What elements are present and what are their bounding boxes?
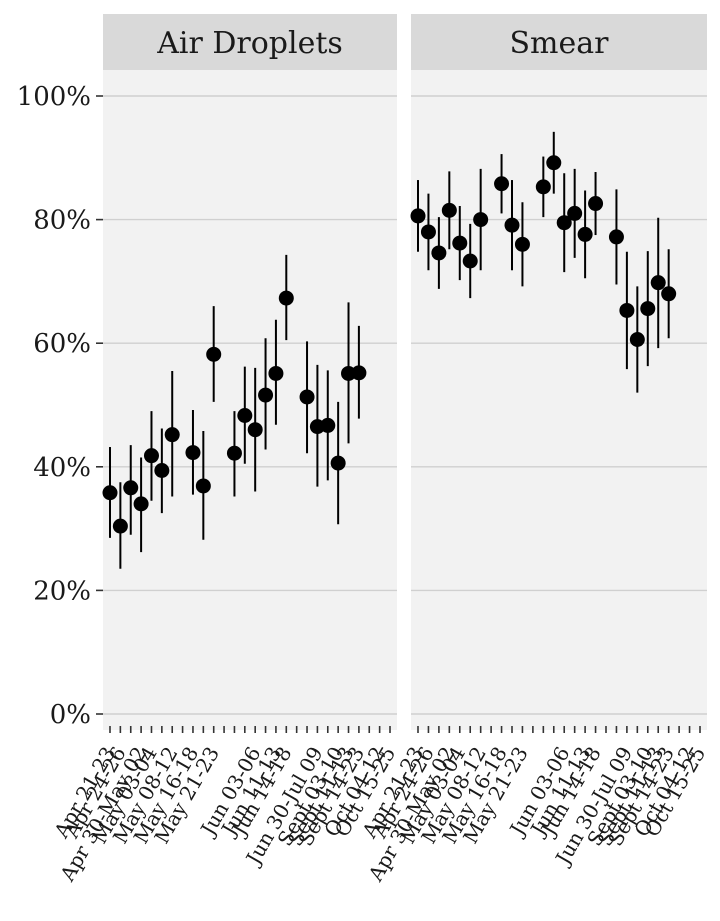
y-tick-label: 60% bbox=[33, 329, 91, 359]
data-point bbox=[154, 463, 170, 479]
data-point bbox=[320, 417, 336, 433]
panel-strip-background bbox=[411, 14, 707, 70]
data-point bbox=[577, 226, 593, 242]
data-point bbox=[330, 455, 346, 471]
data-point bbox=[640, 301, 656, 317]
y-tick-label: 20% bbox=[33, 576, 91, 606]
data-point bbox=[473, 212, 489, 228]
data-point bbox=[588, 196, 604, 212]
data-point bbox=[195, 478, 211, 494]
data-point bbox=[278, 290, 294, 306]
data-point bbox=[247, 422, 263, 438]
y-tick-label: 100% bbox=[17, 82, 91, 112]
data-point bbox=[258, 387, 274, 403]
y-tick-label: 0% bbox=[50, 700, 91, 730]
data-point bbox=[133, 496, 149, 512]
data-point bbox=[556, 215, 572, 231]
y-axis: 0% 20% 40% 60% 80% 100% bbox=[17, 82, 103, 730]
data-point bbox=[546, 155, 562, 171]
data-point bbox=[299, 389, 315, 405]
data-point bbox=[164, 427, 180, 443]
data-point bbox=[102, 485, 118, 501]
data-point bbox=[661, 286, 677, 302]
data-point bbox=[420, 224, 436, 240]
data-point bbox=[629, 331, 645, 347]
panel-plot-background bbox=[103, 70, 397, 730]
panel-strip-label: Smear bbox=[510, 26, 610, 61]
data-point bbox=[351, 365, 367, 381]
data-point bbox=[226, 445, 242, 461]
data-point bbox=[535, 179, 551, 195]
data-point bbox=[462, 253, 478, 269]
panel-strip-background bbox=[103, 14, 397, 70]
data-point bbox=[608, 229, 624, 245]
panel-plot-background bbox=[411, 70, 707, 730]
data-point bbox=[206, 346, 222, 362]
data-point bbox=[567, 205, 583, 221]
y-tick-label: 40% bbox=[33, 453, 91, 483]
data-point bbox=[514, 236, 530, 252]
data-point bbox=[237, 408, 253, 424]
data-point bbox=[410, 208, 426, 224]
panel-strip-label: Air Droplets bbox=[156, 26, 343, 61]
data-point bbox=[268, 365, 284, 381]
data-point bbox=[431, 245, 447, 261]
data-point bbox=[504, 217, 520, 233]
data-point bbox=[494, 176, 510, 192]
data-point bbox=[441, 202, 457, 218]
data-point bbox=[452, 235, 468, 251]
data-point bbox=[143, 448, 159, 464]
data-point bbox=[619, 302, 635, 318]
y-tick-label: 80% bbox=[33, 206, 91, 236]
data-point bbox=[185, 445, 201, 461]
data-point bbox=[650, 275, 666, 291]
data-point bbox=[123, 480, 139, 496]
data-point bbox=[112, 518, 128, 534]
